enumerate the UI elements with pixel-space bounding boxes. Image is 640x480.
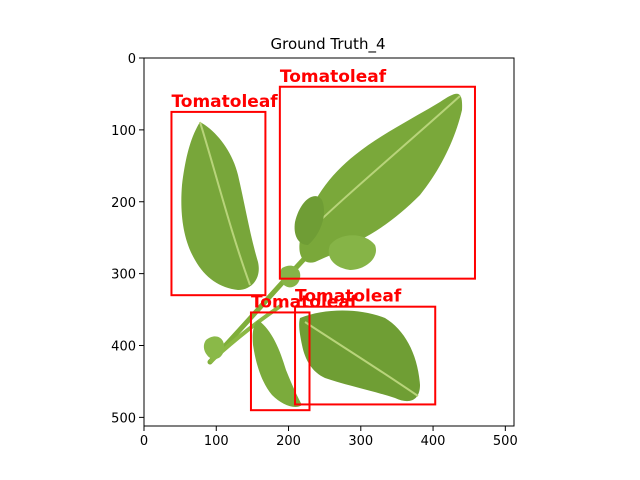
y-axis: 0 100 200 300 400 500 [111, 52, 144, 426]
x-tick-label: 0 [140, 434, 148, 449]
leaf-left [181, 122, 259, 290]
leaf-top-right-lobe-2 [328, 235, 376, 270]
annotation-boxes [170, 85, 476, 412]
y-tick-label: 200 [111, 196, 136, 211]
x-axis: 0 100 200 300 400 500 [140, 426, 518, 449]
bounding-box [294, 305, 437, 406]
x-tick-label: 300 [348, 434, 373, 449]
leaf-top-right-lobe [294, 196, 325, 245]
x-tick-label: 500 [493, 434, 518, 449]
x-tick-label: 100 [204, 434, 229, 449]
leaf-lower-middle [252, 320, 302, 407]
bounding-box-label: Tomatoleaf [295, 287, 402, 307]
leaf-top-right [299, 93, 463, 263]
tomato-leaf-image [181, 93, 463, 407]
bounding-box [170, 110, 267, 297]
leaf-vein-left [199, 121, 251, 286]
bounding-box [249, 311, 311, 412]
leaf-lower-right [299, 310, 420, 402]
y-tick-label: 100 [111, 124, 136, 139]
bounding-box [278, 85, 476, 280]
bounding-box-label: Tomatoleaf [280, 67, 387, 87]
plot-frame [143, 57, 515, 427]
leaf-small-1 [203, 336, 225, 360]
y-tick-label: 0 [128, 52, 136, 67]
bounding-box-label: Tomatoleaf [251, 292, 358, 312]
leaf-small-2 [279, 265, 301, 288]
bounding-box-label: Tomatoleaf [171, 92, 278, 112]
x-tick-label: 400 [421, 434, 446, 449]
x-tick-label: 200 [276, 434, 301, 449]
y-tick-label: 300 [111, 268, 136, 283]
y-tick-label: 400 [111, 340, 136, 355]
y-tick-label: 500 [111, 411, 136, 426]
leaf-vein-lower-right [304, 321, 419, 397]
chart-title: Ground Truth_4 [270, 35, 385, 54]
